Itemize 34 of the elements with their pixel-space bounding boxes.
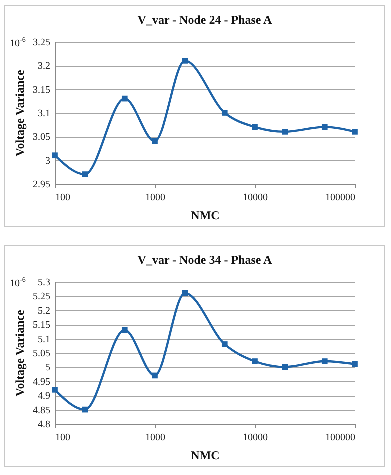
- y-tick-label: 5.15: [33, 320, 50, 332]
- text: 10$^{-6}$: [10, 276, 26, 290]
- x-tick-label: 100: [56, 432, 70, 444]
- y-tick-label: 5.2: [38, 306, 50, 317]
- y-tick-label: 5: [46, 362, 50, 374]
- x-tick-label: 10000: [243, 192, 268, 204]
- y-tick-label: 3.1: [38, 108, 50, 120]
- y-tick-label: 5.1: [38, 334, 50, 346]
- y-tick-label: 4.95: [33, 376, 50, 388]
- y-tick-label: 3.2: [38, 61, 50, 72]
- x-tick-label: 100000: [326, 432, 356, 444]
- y-tick-label: 2.95: [33, 180, 50, 190]
- y-tick-label: 5.05: [33, 348, 50, 360]
- y-tick-label: 3.05: [33, 132, 50, 144]
- x-tick-label: 100: [56, 192, 70, 204]
- chart-title: V_var - Node 24 - Phase A: [138, 13, 273, 27]
- y-axis-title: Voltage Variance: [13, 70, 27, 157]
- y-tick-label: 3: [46, 156, 50, 167]
- y-tick-label: 5.25: [33, 292, 50, 303]
- y-tick-label: 4.8: [38, 420, 50, 430]
- x-tick-label: 10000: [243, 432, 268, 444]
- text: 10$^{-6}$: [10, 36, 26, 50]
- y-tick-label: 4.85: [33, 405, 50, 416]
- x-tick-label: 100000: [326, 192, 356, 204]
- chart-title: V_var - Node 34 - Phase A: [138, 253, 273, 267]
- x-axis-title: NMC: [191, 448, 220, 462]
- x-axis-title: NMC: [191, 208, 220, 222]
- y-axis-title: Voltage Variance: [13, 310, 27, 397]
- y-tick-label: 3.15: [33, 84, 50, 96]
- y-tick-label: 5.3: [38, 278, 50, 288]
- y-tick-label: 4.9: [38, 391, 50, 402]
- y-tick-label: 3.25: [33, 38, 50, 48]
- x-tick-label: 1000: [146, 432, 166, 444]
- x-tick-label: 1000: [146, 192, 166, 204]
